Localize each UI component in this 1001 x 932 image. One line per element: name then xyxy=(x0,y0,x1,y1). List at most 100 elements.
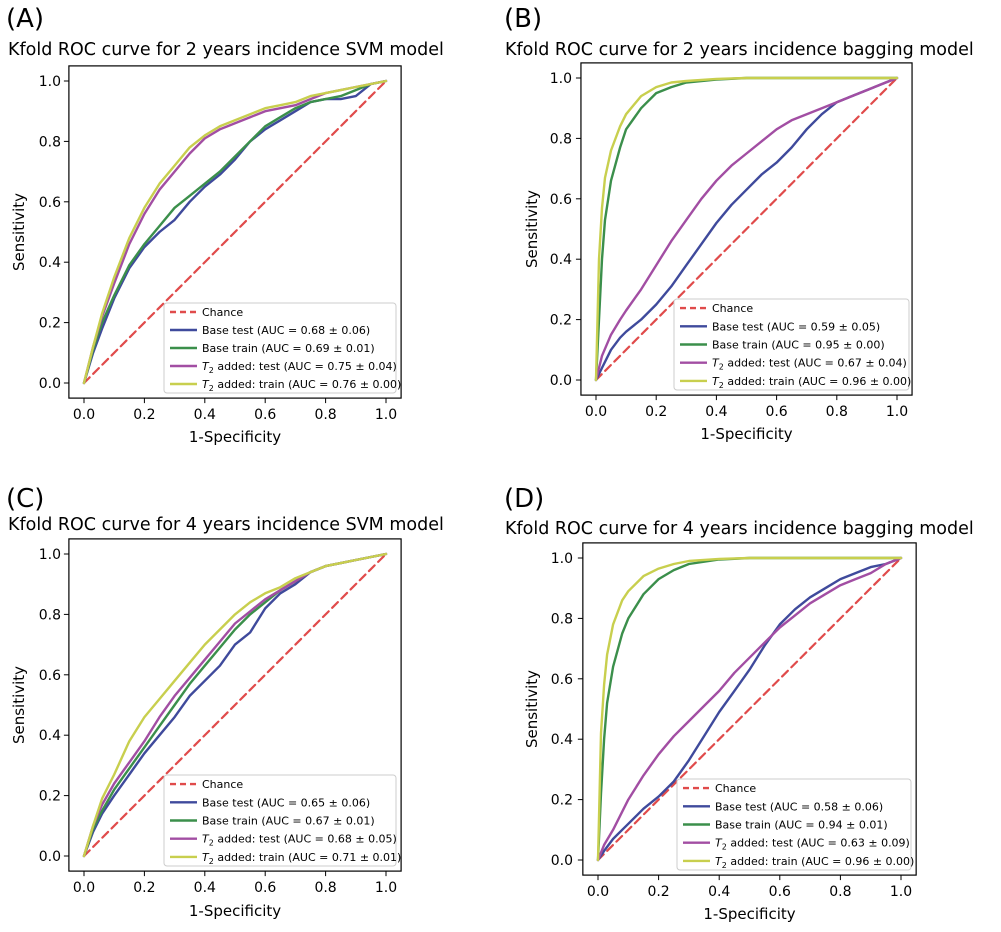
panel-label: (B) xyxy=(504,4,542,34)
x-axis-label: 1-Specificity xyxy=(189,428,281,446)
chart-title: Kfold ROC curve for 4 years incidence SV… xyxy=(8,515,444,535)
x-tick-label: 0.8 xyxy=(826,404,848,420)
legend-label-prefix: T xyxy=(715,837,723,850)
series-line-t2_test xyxy=(596,556,903,862)
x-tick-label: 1.0 xyxy=(886,404,908,420)
legend-label-subscript: 2 xyxy=(209,366,214,375)
chart-panel-0: (A) Kfold ROC curve for 2 years incidence… xyxy=(6,4,444,446)
chart-panel-2: (C)Kfold ROC curve for 4 years incidence… xyxy=(6,484,444,920)
series-line-base_test xyxy=(82,79,388,385)
legend-label-subscript: 2 xyxy=(209,857,214,866)
y-tick-label: 1.0 xyxy=(39,74,61,90)
legend-label-chance: Chance xyxy=(202,778,243,791)
plot-frame xyxy=(68,65,402,399)
y-tick-label: 0.8 xyxy=(39,134,61,150)
series-line-t2_train xyxy=(596,556,903,862)
legend: Chance Base test (AUC = 0.58 ± 0.06) Base … xyxy=(676,778,914,871)
legend-label-subscript: 2 xyxy=(722,843,727,852)
legend-label-base_train: Base train (AUC = 0.94 ± 0.01) xyxy=(715,819,888,832)
x-tick-label: 1.0 xyxy=(890,884,912,900)
y-tick-label: 0.2 xyxy=(551,793,573,809)
series-line-chance xyxy=(82,79,388,385)
series-line-chance xyxy=(82,552,388,858)
plot-frame xyxy=(582,542,917,876)
y-tick-label: 0.0 xyxy=(551,853,573,869)
x-tick-label: 0.6 xyxy=(254,407,276,423)
x-tick-label: 0.0 xyxy=(73,407,95,423)
y-axis-label: Sensitivity xyxy=(523,190,541,268)
plot-frame xyxy=(580,62,913,396)
legend-label-base_train: Base train (AUC = 0.95 ± 0.00) xyxy=(712,339,885,352)
y-tick-label: 0.0 xyxy=(39,376,61,392)
y-tick-label: 0.4 xyxy=(39,728,61,744)
legend-label-subscript: 2 xyxy=(719,381,724,390)
legend-label-subscript: 2 xyxy=(719,363,724,372)
x-tick-label: 0.2 xyxy=(645,404,667,420)
legend-label-text: added: test (AUC = 0.75 ± 0.04) xyxy=(214,360,397,373)
legend-label-base_test: Base test (AUC = 0.59 ± 0.05) xyxy=(712,320,880,333)
x-tick-label: 0.6 xyxy=(765,404,787,420)
chart-panel-3: (D) Kfold ROC curve for 4 years incidence… xyxy=(504,484,974,923)
legend-label-base_test: Base test (AUC = 0.65 ± 0.06) xyxy=(202,796,370,809)
x-tick-label: 0.6 xyxy=(254,880,276,896)
x-tick-label: 0.0 xyxy=(73,880,95,896)
legend-label-base_test: Base test (AUC = 0.68 ± 0.06) xyxy=(202,324,370,337)
x-tick-label: 1.0 xyxy=(375,407,397,423)
legend-box xyxy=(676,778,912,871)
legend-label-text: added: train (AUC = 0.96 ± 0.00) xyxy=(727,855,915,868)
legend-label-prefix: T xyxy=(202,833,210,846)
legend-label-chance: Chance xyxy=(715,782,756,795)
legend-label-base_train: Base train (AUC = 0.69 ± 0.01) xyxy=(202,342,375,355)
legend-label-chance: Chance xyxy=(202,306,243,319)
x-tick-label: 0.8 xyxy=(829,884,851,900)
series-line-chance xyxy=(596,556,903,862)
legend-label-t2_train: T2 added: train (AUC = 0.76 ± 0.00) xyxy=(202,378,401,393)
legend-box xyxy=(163,774,397,867)
legend-label-text: added: train (AUC = 0.76 ± 0.00) xyxy=(214,378,402,391)
x-tick-label: 0.2 xyxy=(133,407,155,423)
x-tick-label: 0.4 xyxy=(194,407,216,423)
y-tick-label: 0.2 xyxy=(550,313,572,329)
series-line-t2_train xyxy=(82,79,388,385)
series-line-t2_test xyxy=(594,76,899,382)
x-tick-label: 0.8 xyxy=(314,880,336,896)
legend-label-prefix: T xyxy=(712,375,720,388)
y-tick-label: 0.8 xyxy=(551,611,573,627)
y-tick-label: 1.0 xyxy=(550,71,572,87)
y-tick-label: 0.6 xyxy=(550,192,572,208)
legend-label-subscript: 2 xyxy=(722,861,727,870)
legend-label-text: added: test (AUC = 0.67 ± 0.04) xyxy=(724,357,907,370)
x-axis-label: 1-Specificity xyxy=(189,902,281,920)
y-tick-label: 0.6 xyxy=(39,668,61,684)
legend-label-prefix: T xyxy=(202,851,210,864)
x-tick-label: 0.8 xyxy=(314,407,336,423)
x-tick-label: 1.0 xyxy=(375,880,397,896)
y-tick-label: 0.2 xyxy=(39,316,61,332)
x-tick-label: 0.4 xyxy=(705,404,727,420)
legend-label-subscript: 2 xyxy=(209,384,214,393)
x-tick-label: 0.4 xyxy=(708,884,730,900)
legend-label-subscript: 2 xyxy=(209,839,214,848)
x-axis-label: 1-Specificity xyxy=(703,905,795,923)
legend: Chance Base test (AUC = 0.65 ± 0.06) Base … xyxy=(163,774,401,867)
legend-label-prefix: T xyxy=(202,360,210,373)
x-tick-label: 0.2 xyxy=(647,884,669,900)
x-tick-label: 0.0 xyxy=(587,884,609,900)
legend-label-text: added: train (AUC = 0.96 ± 0.00) xyxy=(724,375,912,388)
y-axis-label: Sensitivity xyxy=(10,193,28,271)
legend-label-t2_test: T2 added: test (AUC = 0.68 ± 0.05) xyxy=(202,833,397,848)
legend-label-text: added: test (AUC = 0.68 ± 0.05) xyxy=(214,833,397,846)
y-axis-label: Sensitivity xyxy=(523,670,541,748)
legend-label-text: added: test (AUC = 0.63 ± 0.09) xyxy=(727,837,910,850)
y-tick-label: 0.8 xyxy=(550,131,572,147)
series-line-t2_train xyxy=(82,552,388,858)
y-tick-label: 0.2 xyxy=(39,789,61,805)
chart-title: Kfold ROC curve for 2 years incidence SV… xyxy=(8,40,444,60)
legend-label-t2_train: T2 added: train (AUC = 0.96 ± 0.00) xyxy=(715,855,914,870)
x-tick-label: 0.6 xyxy=(769,884,791,900)
x-tick-label: 0.4 xyxy=(194,880,216,896)
panel-label: (A) xyxy=(6,4,44,34)
chart-title: Kfold ROC curve for 4 years incidence ba… xyxy=(505,519,974,539)
legend-label-base_train: Base train (AUC = 0.67 ± 0.01) xyxy=(202,815,375,828)
